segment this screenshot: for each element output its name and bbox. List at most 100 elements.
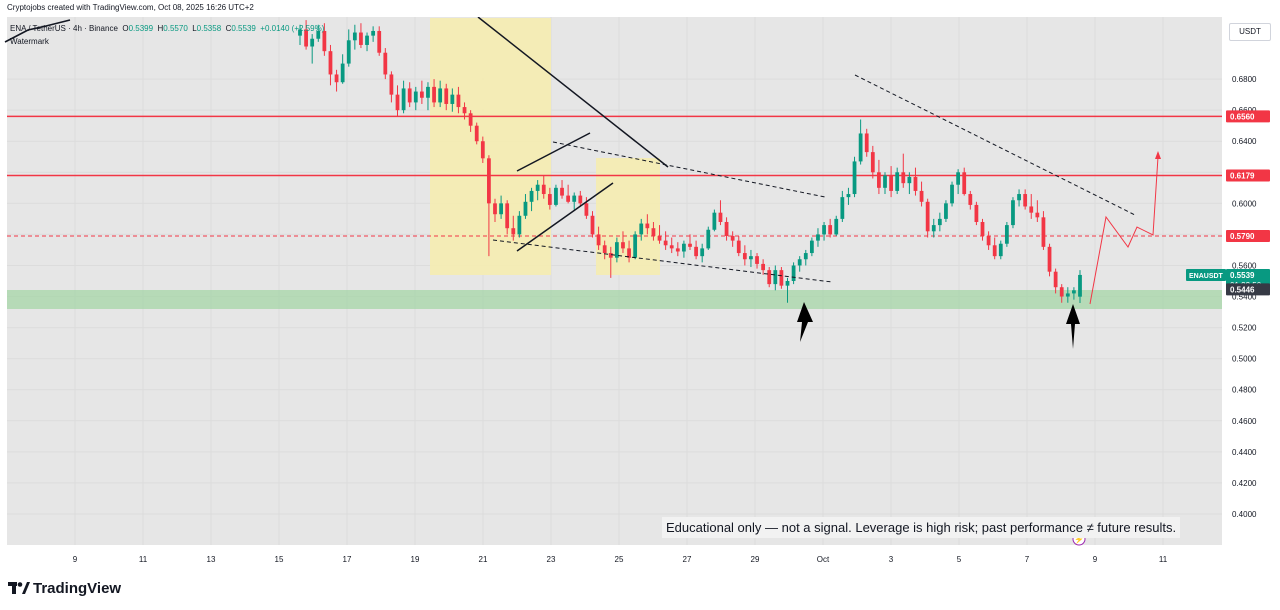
ohlc-open-label: O: [122, 24, 129, 33]
watermark-scribble: [4, 19, 71, 43]
x-tick-label: 21: [479, 555, 488, 564]
candle-body: [395, 94, 400, 111]
candle-body: [803, 253, 808, 260]
candle-body: [444, 88, 449, 104]
tag-ticker: ENAUSDT: [1189, 273, 1224, 280]
candle-body: [1004, 225, 1009, 244]
symbol-line[interactable]: ENA / TetherUS · 4h · Binance: [10, 24, 118, 33]
candle-body: [992, 245, 997, 257]
svg-text:⚡: ⚡: [1074, 534, 1084, 544]
ohlc-close-label: C: [225, 24, 232, 33]
candle-body: [614, 242, 619, 258]
chart-area[interactable]: 0.68000.66000.64000.62000.60000.58000.56…: [0, 16, 1280, 570]
candle-body: [663, 240, 668, 246]
candle-body: [523, 201, 528, 216]
candle-body: [877, 172, 881, 188]
candle-body: [541, 184, 546, 195]
x-tick-label: 23: [547, 555, 556, 564]
candle-body: [950, 184, 954, 204]
x-tick-label: 3: [889, 555, 894, 564]
candle-body: [298, 29, 302, 36]
flag-lower: [516, 182, 614, 252]
y-tick-label: 0.4400: [1232, 448, 1257, 457]
x-tick-label: 17: [343, 555, 352, 564]
candle-body: [371, 30, 376, 36]
candle-body: [608, 253, 613, 258]
candle-body: [846, 194, 851, 198]
candle-body: [779, 270, 784, 286]
candle-body: [870, 152, 875, 173]
highlight-zone-1: [430, 18, 551, 275]
candle-body: [1072, 290, 1076, 294]
y-tick-label: 0.6400: [1232, 137, 1257, 146]
candle-body: [511, 228, 516, 235]
tag-resistance-mid: 0.6179: [1230, 172, 1255, 181]
ohlc-high: 0.5570: [163, 24, 188, 33]
candle-body: [919, 190, 924, 202]
candle-body: [785, 281, 790, 286]
x-tick-label: 9: [73, 555, 78, 564]
candle-body: [901, 172, 906, 184]
candle-body: [438, 88, 443, 103]
candle-body: [529, 190, 534, 202]
candle-body: [742, 253, 747, 260]
candle-body: [487, 158, 491, 204]
ohlc-close: 0.5539: [231, 24, 256, 33]
trendline-dashed-upper: [552, 141, 826, 198]
candle-body: [346, 40, 351, 64]
candle-body: [432, 86, 436, 103]
candle-body: [627, 248, 631, 258]
price-axis[interactable]: 0.68000.66000.64000.62000.60000.58000.56…: [1232, 75, 1257, 519]
candle-body: [998, 243, 1003, 257]
price-tags: 0.65600.61790.57900.553901:33:50ENAUSDT0…: [1186, 110, 1270, 296]
y-tick-label: 0.4600: [1232, 417, 1257, 426]
x-tick-label: 11: [1159, 555, 1168, 564]
drawings: [4, 16, 1161, 349]
candle-body: [718, 212, 723, 222]
candle-body: [840, 197, 845, 219]
candle-body: [517, 215, 522, 235]
flag-upper: [516, 132, 591, 172]
candle-body: [1023, 194, 1028, 207]
candle-body: [883, 175, 887, 188]
candle-body: [688, 243, 692, 247]
tag-resistance-high-bg: [1226, 110, 1270, 123]
y-tick-label: 0.5600: [1232, 261, 1257, 270]
candle-body: [535, 184, 540, 191]
candle-body: [931, 225, 936, 232]
candle-body: [694, 246, 698, 257]
ohlc-low: 0.5358: [196, 24, 222, 33]
candle-body: [419, 91, 424, 98]
candle-body: [980, 221, 985, 236]
candle-body: [621, 242, 625, 249]
candle-body: [773, 270, 778, 285]
price-chart[interactable]: 0.68000.66000.64000.62000.60000.58000.56…: [0, 16, 1280, 570]
candle-body: [462, 107, 467, 114]
currency-button[interactable]: USDT: [1229, 23, 1271, 41]
candle-body: [816, 234, 820, 241]
candle-body: [310, 38, 315, 47]
time-axis[interactable]: 9 11 13 15 17 19 21 23 25 27 29 Oct 3 5 7 9 11: [73, 555, 1168, 564]
up-arrow-icon: [797, 302, 813, 342]
candle-body: [1011, 200, 1015, 226]
y-tick-label: 0.6000: [1232, 199, 1257, 208]
candle-body: [913, 176, 918, 191]
candle-body: [340, 63, 345, 83]
chart-caption: Cryptojobs created with TradingView.com,…: [7, 3, 254, 12]
candle-body: [986, 235, 991, 246]
x-tick-label: 7: [1025, 555, 1030, 564]
trendline-top-solid: [477, 16, 669, 168]
tradingview-logo-icon[interactable]: [8, 582, 30, 596]
candle-body: [493, 203, 497, 215]
candle-body: [322, 30, 327, 52]
candle-body: [377, 30, 382, 53]
candle-body: [706, 229, 711, 249]
x-tick-label: 11: [139, 555, 148, 564]
candle-body: [767, 270, 772, 285]
footer-brand[interactable]: TradingView: [33, 580, 122, 597]
candle-body: [1017, 194, 1021, 201]
candle-body: [712, 212, 717, 230]
candle-body: [365, 35, 369, 45]
x-tick-label: 5: [957, 555, 962, 564]
candle-body: [1035, 212, 1040, 218]
